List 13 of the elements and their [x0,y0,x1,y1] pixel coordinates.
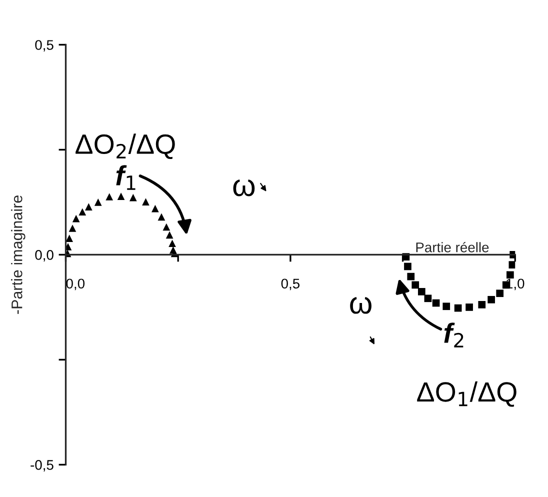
text: ΔO$_{1}$/ΔQ [417,381,516,407]
y-tick-label: 0,0 [35,250,54,262]
annotation: f$_{1}$ [116,165,136,190]
y-tick-label: -0,5 [30,460,54,472]
x-tick-label: 0,0 [66,278,85,290]
annotation: f$_{2}$ [444,322,464,348]
x-tick-label: 0,5 [281,278,300,290]
x-axis-title: Partie réelle [416,242,489,252]
series-label: ΔO$_{2}$/ΔQ [76,134,175,160]
y-axis-title: -Partie imaginaire [11,196,26,314]
annotation: ω [233,179,255,196]
y-tick-label: 0,5 [35,40,54,52]
annotation: ω [350,297,372,314]
